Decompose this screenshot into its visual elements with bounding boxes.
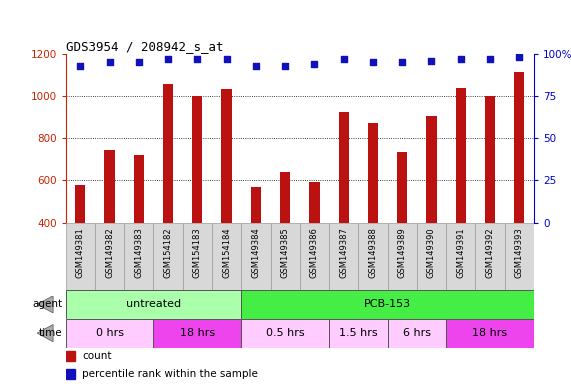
Bar: [514, 72, 524, 223]
Bar: [192, 96, 203, 223]
Bar: [329, 319, 388, 348]
Bar: [66, 369, 75, 379]
Bar: [280, 172, 290, 223]
Point: [134, 59, 143, 65]
Point: [456, 56, 465, 62]
Text: 6 hrs: 6 hrs: [403, 328, 431, 338]
Bar: [388, 223, 417, 290]
Text: GSM149391: GSM149391: [456, 227, 465, 278]
Point: [310, 61, 319, 67]
Bar: [339, 112, 349, 223]
Bar: [104, 150, 115, 223]
Text: 18 hrs: 18 hrs: [472, 328, 508, 338]
Text: GSM149390: GSM149390: [427, 227, 436, 278]
Text: GSM149384: GSM149384: [251, 227, 260, 278]
Bar: [359, 223, 388, 290]
Bar: [222, 89, 232, 223]
Point: [76, 63, 85, 69]
Point: [163, 56, 172, 62]
Bar: [66, 319, 154, 348]
Text: count: count: [82, 351, 111, 361]
Bar: [368, 124, 378, 223]
Text: 1.5 hrs: 1.5 hrs: [339, 328, 377, 338]
Bar: [134, 155, 144, 223]
Text: GSM149387: GSM149387: [339, 227, 348, 278]
Text: 0 hrs: 0 hrs: [95, 328, 123, 338]
Point: [514, 54, 524, 60]
Bar: [183, 223, 212, 290]
Bar: [446, 223, 475, 290]
Text: GSM154182: GSM154182: [163, 227, 172, 278]
Bar: [212, 223, 241, 290]
Bar: [309, 182, 320, 223]
Bar: [456, 88, 466, 223]
Text: GSM149386: GSM149386: [310, 227, 319, 278]
Point: [105, 59, 114, 65]
Point: [193, 56, 202, 62]
Bar: [446, 319, 534, 348]
Bar: [241, 319, 329, 348]
Point: [251, 63, 260, 69]
Bar: [300, 223, 329, 290]
Bar: [66, 290, 241, 319]
Text: GSM149385: GSM149385: [280, 227, 289, 278]
Text: GSM149393: GSM149393: [514, 227, 524, 278]
Text: percentile rank within the sample: percentile rank within the sample: [82, 369, 258, 379]
Bar: [66, 351, 75, 361]
Bar: [154, 319, 241, 348]
Text: 18 hrs: 18 hrs: [180, 328, 215, 338]
Text: GSM149381: GSM149381: [76, 227, 85, 278]
Text: GSM154183: GSM154183: [193, 227, 202, 278]
Bar: [163, 84, 173, 223]
Bar: [427, 116, 437, 223]
Text: GSM149392: GSM149392: [485, 227, 494, 278]
Bar: [388, 319, 446, 348]
Text: GSM149383: GSM149383: [134, 227, 143, 278]
Text: GSM154184: GSM154184: [222, 227, 231, 278]
Point: [427, 58, 436, 64]
Point: [397, 59, 407, 65]
Text: untreated: untreated: [126, 299, 181, 310]
Bar: [475, 223, 505, 290]
Bar: [241, 223, 271, 290]
Text: 0.5 hrs: 0.5 hrs: [266, 328, 304, 338]
Bar: [241, 290, 534, 319]
Text: GSM149389: GSM149389: [397, 227, 407, 278]
Bar: [75, 185, 86, 223]
Text: GSM149388: GSM149388: [368, 227, 377, 278]
Bar: [485, 96, 495, 223]
Bar: [95, 223, 124, 290]
Bar: [271, 223, 300, 290]
Text: GDS3954 / 208942_s_at: GDS3954 / 208942_s_at: [66, 40, 223, 53]
Bar: [417, 223, 446, 290]
Bar: [66, 223, 95, 290]
Text: agent: agent: [33, 299, 63, 310]
Bar: [397, 152, 407, 223]
Point: [222, 56, 231, 62]
Polygon shape: [37, 324, 53, 342]
Point: [280, 63, 289, 69]
Bar: [154, 223, 183, 290]
Point: [485, 56, 494, 62]
Text: PCB-153: PCB-153: [364, 299, 411, 310]
Bar: [505, 223, 534, 290]
Polygon shape: [37, 296, 53, 313]
Bar: [329, 223, 359, 290]
Text: time: time: [39, 328, 63, 338]
Point: [339, 56, 348, 62]
Bar: [124, 223, 154, 290]
Point: [368, 59, 377, 65]
Text: GSM149382: GSM149382: [105, 227, 114, 278]
Bar: [251, 187, 261, 223]
